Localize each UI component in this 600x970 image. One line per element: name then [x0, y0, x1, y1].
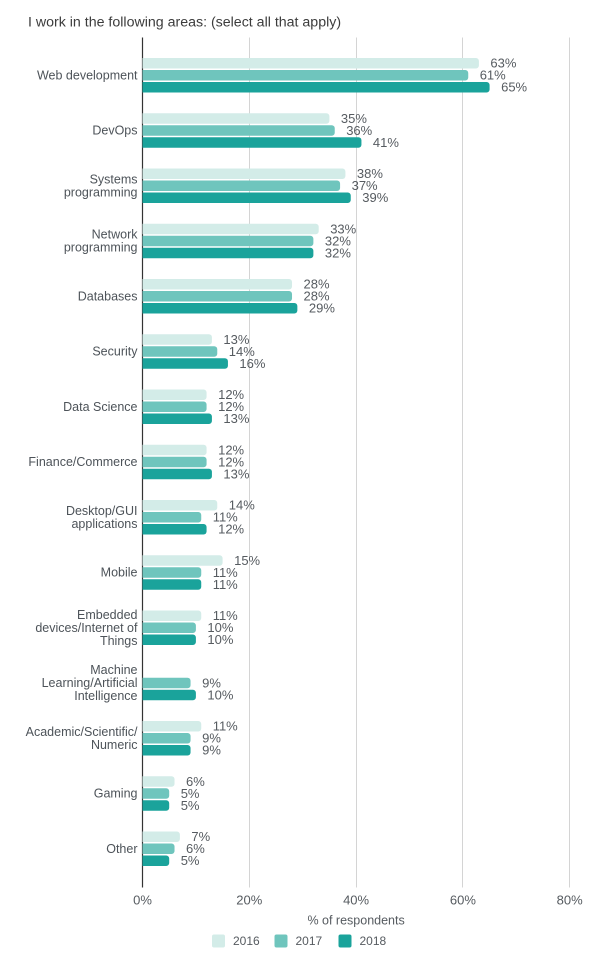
svg-text:13%: 13%: [223, 411, 249, 426]
svg-text:6%: 6%: [186, 841, 205, 856]
svg-text:DevOps: DevOps: [92, 124, 137, 138]
svg-text:40%: 40%: [343, 893, 369, 908]
svg-text:65%: 65%: [501, 80, 527, 95]
svg-text:11%: 11%: [213, 719, 238, 734]
svg-text:80%: 80%: [557, 893, 583, 908]
svg-text:11%: 11%: [213, 577, 238, 592]
svg-text:14%: 14%: [229, 498, 255, 513]
svg-text:Data Science: Data Science: [63, 400, 137, 414]
svg-text:Intelligence: Intelligence: [74, 689, 137, 703]
svg-text:11%: 11%: [213, 565, 238, 580]
svg-text:39%: 39%: [362, 190, 388, 205]
svg-text:35%: 35%: [341, 111, 367, 126]
svg-text:29%: 29%: [309, 301, 335, 316]
svg-text:10%: 10%: [207, 632, 233, 647]
svg-text:61%: 61%: [480, 68, 506, 83]
svg-text:Machine: Machine: [90, 663, 137, 677]
svg-text:12%: 12%: [218, 522, 244, 537]
svg-text:12%: 12%: [218, 387, 244, 402]
svg-text:Network: Network: [92, 228, 139, 242]
svg-text:11%: 11%: [213, 510, 238, 525]
svg-text:20%: 20%: [236, 893, 262, 908]
svg-text:32%: 32%: [325, 233, 351, 248]
svg-text:Mobile: Mobile: [101, 566, 138, 580]
svg-text:2016: 2016: [233, 934, 260, 948]
svg-text:I work in the following areas:: I work in the following areas: (select a…: [28, 15, 341, 31]
svg-text:14%: 14%: [229, 344, 255, 359]
svg-text:Databases: Databases: [78, 289, 138, 303]
svg-text:12%: 12%: [218, 442, 244, 457]
svg-text:10%: 10%: [207, 620, 233, 635]
svg-text:28%: 28%: [304, 277, 330, 292]
svg-text:0%: 0%: [133, 893, 152, 908]
svg-text:28%: 28%: [304, 289, 330, 304]
svg-text:2017: 2017: [296, 934, 323, 948]
svg-text:applications: applications: [71, 517, 137, 531]
svg-text:Systems: Systems: [90, 172, 138, 186]
svg-text:63%: 63%: [490, 56, 516, 71]
svg-text:5%: 5%: [181, 853, 200, 868]
svg-text:Numeric: Numeric: [91, 738, 138, 752]
svg-text:Desktop/GUI: Desktop/GUI: [66, 504, 138, 518]
svg-text:10%: 10%: [207, 687, 233, 702]
svg-text:16%: 16%: [239, 356, 265, 371]
svg-text:12%: 12%: [218, 454, 244, 469]
svg-text:15%: 15%: [234, 553, 260, 568]
svg-text:programming: programming: [64, 185, 138, 199]
svg-text:Academic/Scientific/: Academic/Scientific/: [26, 725, 138, 739]
svg-text:programming: programming: [64, 241, 138, 255]
svg-text:Finance/Commerce: Finance/Commerce: [28, 455, 137, 469]
svg-text:32%: 32%: [325, 245, 351, 260]
svg-text:Learning/Artificial: Learning/Artificial: [42, 676, 138, 690]
svg-text:13%: 13%: [223, 466, 249, 481]
svg-text:Web development: Web development: [37, 68, 138, 82]
svg-text:11%: 11%: [213, 608, 238, 623]
svg-text:9%: 9%: [202, 675, 221, 690]
svg-text:Things: Things: [100, 634, 138, 648]
svg-text:12%: 12%: [218, 399, 244, 414]
svg-text:devices/Internet of: devices/Internet of: [35, 621, 138, 635]
svg-text:5%: 5%: [181, 786, 200, 801]
svg-text:38%: 38%: [357, 166, 383, 181]
svg-text:% of respondents: % of respondents: [307, 914, 404, 928]
svg-text:41%: 41%: [373, 135, 399, 150]
svg-text:2018: 2018: [360, 934, 387, 948]
svg-text:37%: 37%: [352, 178, 378, 193]
svg-text:60%: 60%: [450, 893, 476, 908]
svg-text:33%: 33%: [330, 221, 356, 236]
svg-text:13%: 13%: [223, 332, 249, 347]
svg-text:7%: 7%: [191, 829, 210, 844]
svg-text:Other: Other: [106, 842, 137, 856]
svg-text:Embedded: Embedded: [77, 608, 138, 622]
svg-text:9%: 9%: [202, 731, 221, 746]
svg-text:Security: Security: [92, 345, 138, 359]
svg-text:9%: 9%: [202, 743, 221, 758]
svg-text:6%: 6%: [186, 774, 205, 789]
svg-text:Gaming: Gaming: [94, 787, 138, 801]
svg-text:5%: 5%: [181, 798, 200, 813]
svg-text:36%: 36%: [346, 123, 372, 138]
